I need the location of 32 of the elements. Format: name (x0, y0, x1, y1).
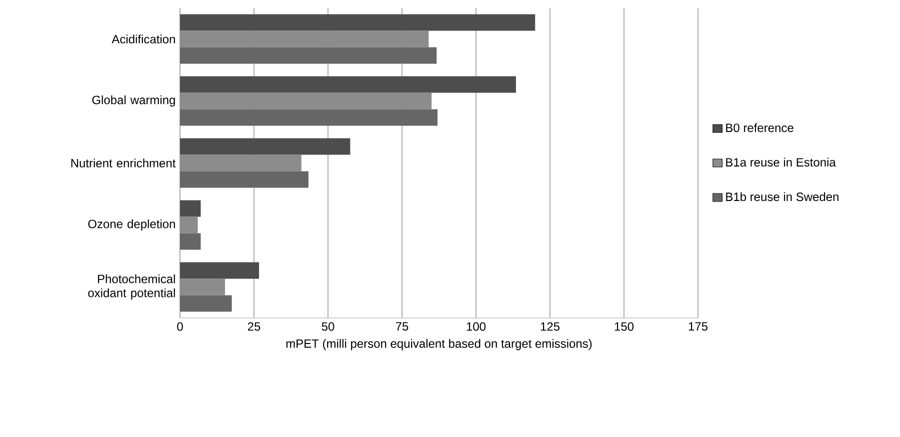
bar (180, 171, 308, 188)
bar (180, 47, 437, 64)
bar (180, 295, 232, 312)
x-tick-label: 100 (466, 322, 486, 331)
x-tick-label: 125 (540, 322, 560, 331)
bar (180, 138, 350, 155)
bar (180, 200, 201, 217)
x-tick-label: 50 (322, 322, 334, 331)
legend-label: B1b reuse in Sweden (726, 192, 838, 202)
bar (180, 14, 536, 31)
x-tick-label: 175 (688, 322, 708, 331)
y-tick-label: Global warming (92, 95, 175, 107)
x-tick-label: 25 (248, 322, 260, 331)
legend-label: B1a reuse in Estonia (726, 158, 836, 167)
bar (180, 262, 260, 279)
bar (180, 278, 225, 296)
x-tick-label: 150 (614, 322, 634, 331)
x-tick-label: 0 (177, 322, 183, 331)
legend-label: B0 reference (726, 123, 794, 132)
bar (180, 92, 432, 110)
bar (180, 30, 429, 48)
bar (180, 216, 198, 234)
y-tick-label: Ozone depletion (88, 219, 175, 231)
x-tick-label: 75 (396, 322, 408, 331)
bar (180, 154, 302, 172)
bar (180, 109, 438, 126)
y-tick-label: Acidification (112, 34, 175, 44)
bar (180, 76, 516, 93)
y-tick-label: Photochemical oxidant potential (88, 274, 175, 300)
bar (180, 233, 201, 250)
y-tick-label: Nutrient enrichment (71, 158, 176, 168)
x-axis-title: mPET (milli person equivalent based on target emissions) (286, 339, 592, 350)
